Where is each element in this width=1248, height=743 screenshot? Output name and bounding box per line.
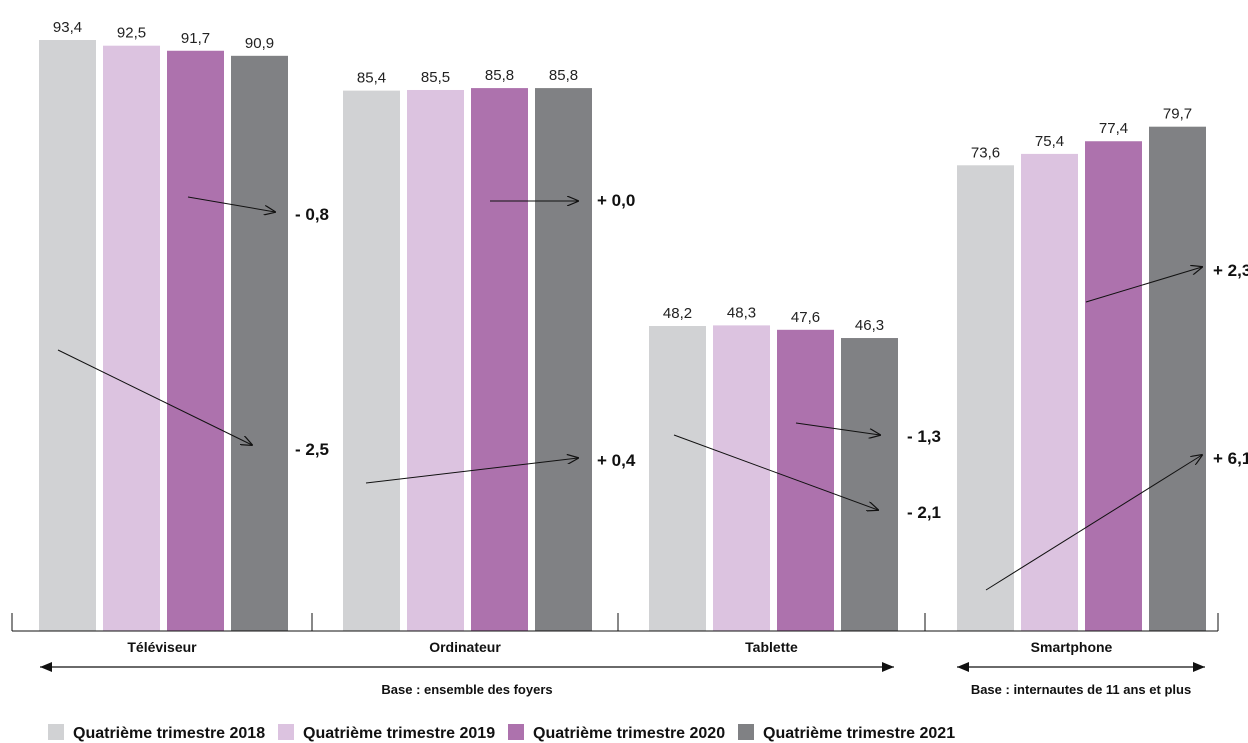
legend-swatch-3 [508,724,524,740]
value-label-tablette-3: 47,6 [791,309,820,326]
value-label-tablette-4: 46,3 [855,317,884,334]
bar-smartphone-2 [1021,153,1078,631]
bar-tablette-2 [713,325,770,631]
category-label-televiseur: Téléviseur [127,639,197,655]
bar-ordinateur-4 [535,88,592,631]
bar-smartphone-4 [1149,126,1206,631]
trend-arrow-smartphone-long [985,455,1202,591]
value-label-tablette-1: 48,2 [663,305,692,322]
value-label-televiseur-3: 91,7 [181,30,210,47]
trend-delta-ordinateur-short: + 0,0 [597,191,635,210]
trend-arrow-smartphone-short [1085,267,1202,303]
bar-smartphone-1 [957,165,1014,632]
value-label-ordinateur-4: 85,8 [549,67,578,84]
legend-label-3: Quatrième trimestre 2020 [533,725,725,742]
bar-televiseur-1 [39,40,96,631]
legend-label-2: Quatrième trimestre 2019 [303,725,495,742]
trend-delta-televiseur-short: - 0,8 [295,205,329,224]
value-label-ordinateur-2: 85,5 [421,69,450,86]
bar-televiseur-2 [103,45,160,631]
value-label-smartphone-4: 79,7 [1163,106,1192,123]
bar-televiseur-3 [167,50,224,631]
bar-ordinateur-3 [471,88,528,631]
legend-label-1: Quatrième trimestre 2018 [73,725,265,742]
value-label-smartphone-3: 77,4 [1099,120,1128,137]
value-label-televiseur-2: 92,5 [117,25,146,42]
trend-delta-televiseur-long: - 2,5 [295,440,329,459]
base-span-households-label: Base : ensemble des foyers [381,682,552,697]
legend-label-4: Quatrième trimestre 2021 [763,725,955,742]
bar-ordinateur-1 [343,90,400,632]
bar-smartphone-3 [1085,141,1142,631]
legend-swatch-1 [48,724,64,740]
trend-delta-smartphone-long: + 6,1 [1213,449,1248,468]
trend-arrow-televiseur-short [187,196,275,212]
base-span-households-arrow-right [882,662,894,672]
bar-ordinateur-2 [407,89,464,631]
trend-delta-tablette-short: - 1,3 [907,427,941,446]
value-label-ordinateur-3: 85,8 [485,67,514,84]
trend-arrow-televiseur-long [57,349,252,445]
value-label-smartphone-2: 75,4 [1035,133,1064,150]
bar-televiseur-4 [231,55,288,632]
value-label-smartphone-1: 73,6 [971,144,1000,161]
base-span-internet-users-arrow-left [957,662,969,672]
base-span-households-arrow-left [40,662,52,672]
value-label-ordinateur-1: 85,4 [357,70,386,87]
category-label-ordinateur: Ordinateur [429,639,501,655]
bar-tablette-1 [649,326,706,631]
value-label-televiseur-4: 90,9 [245,35,274,52]
legend-swatch-2 [278,724,294,740]
base-span-internet-users-arrow-right [1193,662,1205,672]
base-span-internet-users-label: Base : internautes de 11 ans et plus [971,682,1191,697]
value-label-tablette-2: 48,3 [727,304,756,321]
trend-delta-smartphone-short: + 2,3 [1213,261,1248,280]
category-label-tablette: Tablette [745,639,798,655]
trend-delta-ordinateur-long: + 0,4 [597,451,636,470]
value-label-televiseur-1: 93,4 [53,19,82,36]
trend-arrow-ordinateur-long [365,458,578,484]
legend-swatch-4 [738,724,754,740]
bar-tablette-4 [841,338,898,631]
bar-tablette-3 [777,329,834,631]
trend-arrow-tablette-short [795,422,880,435]
trend-arrow-tablette-long [673,434,878,510]
trend-delta-tablette-long: - 2,1 [907,503,941,522]
category-label-smartphone: Smartphone [1031,639,1113,655]
